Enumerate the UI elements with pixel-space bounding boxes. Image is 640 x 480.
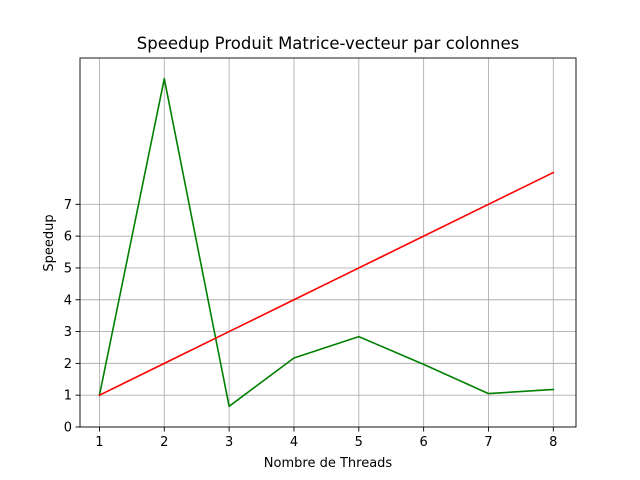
x-tick-label: 1	[95, 435, 103, 450]
series-layer	[98, 77, 555, 408]
y-axis: 0 1 2 3 4 5 6 7	[64, 198, 80, 436]
x-tick-label: 8	[549, 435, 557, 450]
y-axis-label: Speedup	[42, 214, 57, 271]
y-tick-label: 7	[64, 198, 72, 213]
y-tick-label: 5	[64, 261, 72, 276]
series-line-2	[98, 171, 555, 397]
x-tick-label: 5	[355, 435, 363, 450]
x-tick-label: 2	[160, 435, 168, 450]
y-tick-label: 1	[64, 389, 72, 404]
plot-frame	[79, 57, 577, 428]
y-tick-label: 6	[64, 230, 72, 245]
x-tick-label: 4	[290, 435, 298, 450]
x-tick-label: 7	[484, 435, 492, 450]
x-tick-label: 3	[225, 435, 233, 450]
y-tick-label: 2	[64, 357, 72, 372]
x-tick-label: 6	[419, 435, 427, 450]
y-tick-label: 3	[64, 325, 72, 340]
chart-title: Speedup Produit Matrice-vecteur par colo…	[137, 34, 519, 53]
grid	[80, 58, 576, 428]
y-tick-label: 4	[64, 293, 72, 308]
y-tick-label: 0	[64, 421, 72, 436]
series-line-1	[98, 77, 555, 408]
x-axis-label: Nombre de Threads	[264, 456, 393, 471]
x-axis: 1 2 3 4 5 6 7 8	[95, 427, 557, 450]
